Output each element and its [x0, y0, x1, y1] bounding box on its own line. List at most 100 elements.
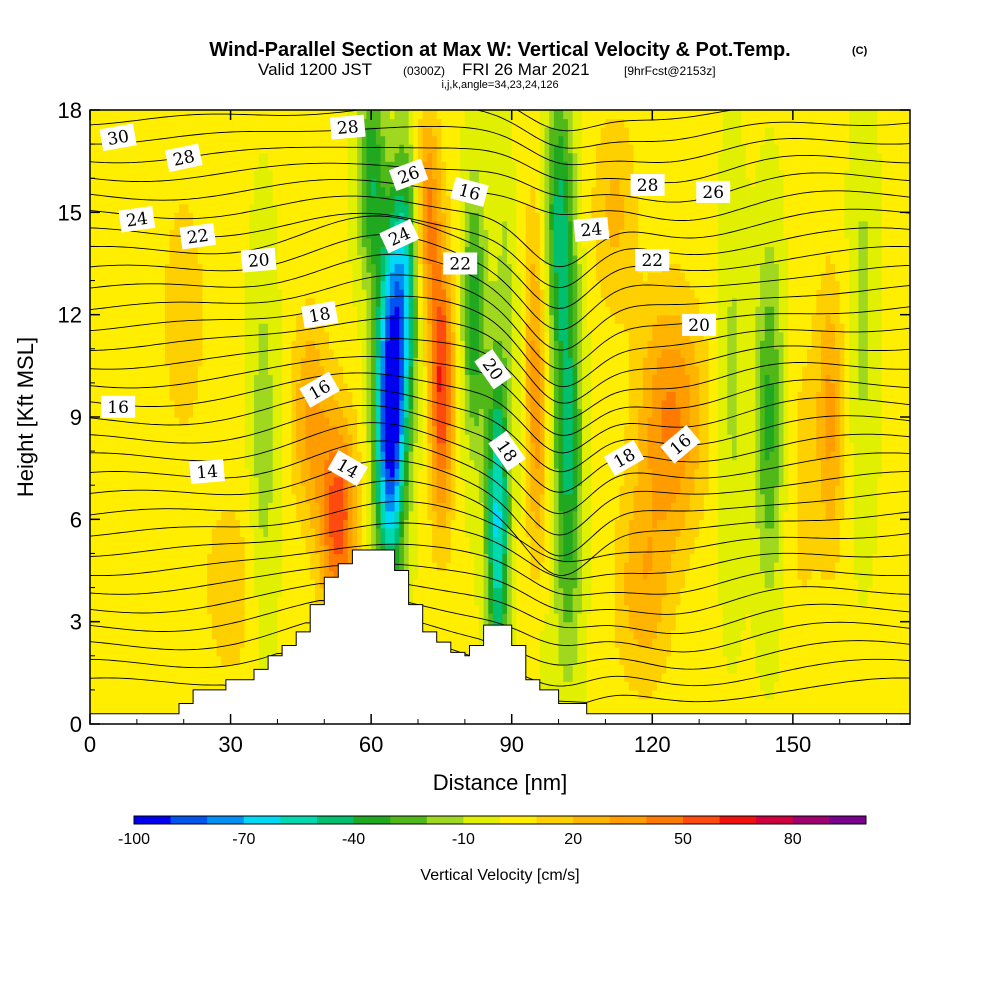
- field-cell: [272, 647, 279, 657]
- field-cell: [169, 417, 175, 427]
- field-cell: [343, 544, 349, 555]
- field-cell: [296, 519, 302, 529]
- field-cell: [197, 655, 204, 665]
- field-cell: [277, 144, 283, 154]
- field-cell: [188, 220, 194, 230]
- field-cell: [235, 357, 241, 367]
- field-cell: [296, 289, 302, 299]
- field-cell: [361, 399, 368, 410]
- field-cell: [155, 331, 161, 341]
- field-cell: [258, 451, 264, 461]
- field-cell: [366, 289, 372, 299]
- field-cell: [291, 220, 297, 230]
- field-cell: [118, 502, 124, 512]
- field-cell: [347, 519, 353, 529]
- field-cell: [230, 587, 236, 597]
- field-cell: [127, 152, 133, 162]
- field-cell: [99, 365, 105, 375]
- field-cell: [146, 519, 152, 529]
- field-cell: [141, 553, 147, 563]
- field-cell: [258, 152, 264, 162]
- field-cell: [296, 553, 302, 563]
- field-cell: [394, 280, 400, 290]
- field-cell: [254, 340, 260, 350]
- field-cell: [244, 425, 250, 435]
- field-cell: [136, 493, 143, 503]
- field-cell: [211, 144, 218, 154]
- field-cell: [254, 638, 260, 648]
- field-cell: [94, 144, 100, 154]
- field-cell: [263, 348, 269, 358]
- field-cell: [188, 323, 194, 333]
- field-cell: [371, 502, 377, 512]
- field-cell: [183, 502, 189, 512]
- field-cell: [343, 195, 349, 205]
- field-cell: [160, 289, 166, 299]
- field-cell: [99, 570, 105, 580]
- field-cell: [399, 425, 405, 435]
- field-cell: [244, 178, 250, 188]
- field-cell: [183, 254, 189, 265]
- field-cell: [179, 135, 185, 145]
- field-cell: [169, 314, 175, 324]
- field-cell: [118, 340, 124, 350]
- field-cell: [380, 314, 386, 324]
- field-cell: [108, 459, 115, 469]
- field-cell: [183, 664, 189, 674]
- field-cell: [268, 485, 274, 495]
- field-cell: [188, 118, 194, 128]
- field-cell: [375, 391, 382, 401]
- field-cell: [118, 374, 124, 384]
- field-cell: [282, 186, 288, 196]
- field-cell: [347, 306, 353, 316]
- field-cell: [282, 297, 288, 307]
- field-cell: [258, 391, 264, 401]
- field-cell: [239, 536, 246, 546]
- field-cell: [146, 246, 152, 256]
- field-cell: [235, 220, 241, 230]
- field-cell: [310, 195, 316, 205]
- field-cell: [155, 655, 161, 665]
- field-cell: [146, 365, 152, 375]
- field-cell: [352, 451, 358, 461]
- field-cell: [403, 510, 410, 520]
- field-cell: [160, 706, 166, 717]
- field-cell: [160, 152, 166, 162]
- field-cell: [291, 630, 297, 640]
- field-cell: [132, 561, 138, 572]
- field-cell: [118, 664, 124, 674]
- field-cell: [221, 229, 227, 239]
- field-cell: [160, 519, 166, 529]
- field-cell: [183, 365, 189, 375]
- field-cell: [357, 306, 363, 316]
- field-cell: [314, 442, 321, 452]
- field-cell: [239, 340, 246, 350]
- field-cell: [155, 135, 161, 145]
- field-cell: [385, 220, 391, 230]
- field-cell: [385, 357, 391, 367]
- field-cell: [254, 391, 260, 401]
- field-cell: [90, 348, 96, 358]
- field-cell: [319, 536, 325, 546]
- field-cell: [160, 237, 166, 248]
- field-cell: [118, 289, 124, 299]
- field-cell: [113, 254, 119, 265]
- field-cell: [193, 613, 199, 623]
- field-cell: [179, 698, 185, 708]
- field-cell: [132, 169, 138, 179]
- field-cell: [291, 536, 297, 546]
- field-cell: [254, 451, 260, 461]
- field-cell: [394, 186, 400, 196]
- field-cell: [272, 382, 279, 393]
- field-cell: [291, 502, 297, 512]
- field-cell: [371, 382, 377, 393]
- field-cell: [366, 468, 372, 478]
- field-cell: [371, 340, 377, 350]
- field-cell: [343, 203, 349, 213]
- field-cell: [385, 476, 391, 486]
- field-cell: [155, 527, 161, 537]
- field-cell: [239, 451, 246, 461]
- field-cell: [179, 272, 185, 282]
- field-cell: [343, 442, 349, 452]
- field-cell: [375, 144, 382, 154]
